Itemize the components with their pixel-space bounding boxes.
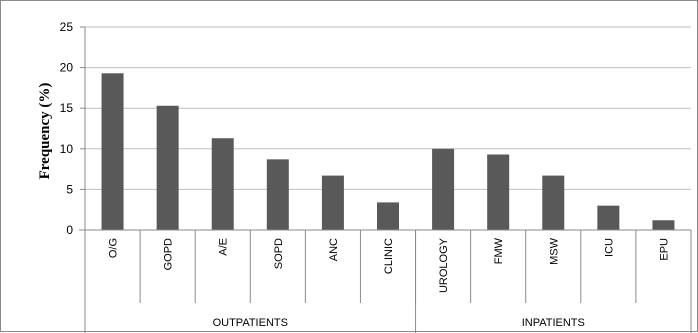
x-tick-label: SOPD [273, 238, 285, 269]
y-tick-label: 10 [60, 142, 74, 156]
x-tick-label: FMW [493, 237, 505, 264]
bar [377, 202, 399, 230]
x-tick-label: O/G [108, 238, 120, 258]
axes: 0 5 10 15 20 25 O/G GOPD A/E SOPD ANC CLINIC UROLOGY… [60, 20, 692, 333]
x-tick-label: ICU [603, 238, 615, 257]
bar [542, 175, 565, 230]
bars [101, 73, 675, 230]
bar [211, 138, 234, 230]
bar [266, 159, 289, 230]
gridlines [85, 26, 691, 190]
bar [597, 205, 620, 230]
x-tick-label: ANC [328, 238, 340, 261]
bar [432, 148, 455, 230]
y-tick-label: 25 [60, 20, 74, 34]
group-label: OUTPATIENTS [213, 317, 288, 329]
bar [321, 175, 344, 230]
y-axis-label: Frequency (%) [37, 83, 53, 180]
x-tick-label: EPU [658, 238, 670, 261]
x-tick-label: CLINIC [383, 238, 395, 274]
y-tick-label: 0 [66, 223, 73, 237]
bar [156, 105, 179, 230]
bar [101, 73, 124, 230]
y-tick-label: 15 [60, 101, 74, 115]
y-tick-label: 5 [66, 182, 73, 196]
group-label: INPATIENTS [522, 317, 585, 329]
bar [652, 220, 675, 230]
bar [487, 154, 510, 230]
y-tick-label: 20 [60, 61, 74, 75]
x-tick-label: MSW [548, 237, 560, 265]
x-tick-label: GOPD [163, 238, 175, 270]
x-tick-label: UROLOGY [438, 237, 450, 293]
x-tick-label: A/E [218, 238, 230, 256]
